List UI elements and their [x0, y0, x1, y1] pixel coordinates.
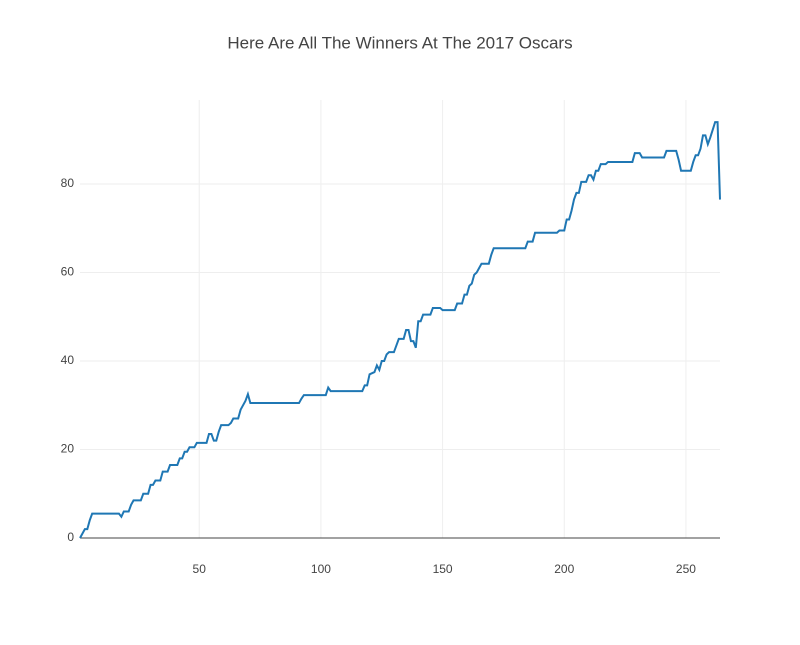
x-tick-label: 50	[193, 562, 207, 576]
chart-title: Here Are All The Winners At The 2017 Osc…	[227, 33, 572, 52]
x-tick-label: 200	[554, 562, 574, 576]
y-tick-label: 80	[61, 176, 75, 190]
x-tick-label: 100	[311, 562, 331, 576]
y-tick-label: 0	[67, 530, 74, 544]
x-tick-label: 250	[676, 562, 696, 576]
y-tick-label: 60	[61, 265, 75, 279]
x-tick-label: 150	[433, 562, 453, 576]
y-tick-label: 20	[61, 442, 75, 456]
y-tick-label: 40	[61, 353, 75, 367]
data-line	[79, 121, 721, 539]
